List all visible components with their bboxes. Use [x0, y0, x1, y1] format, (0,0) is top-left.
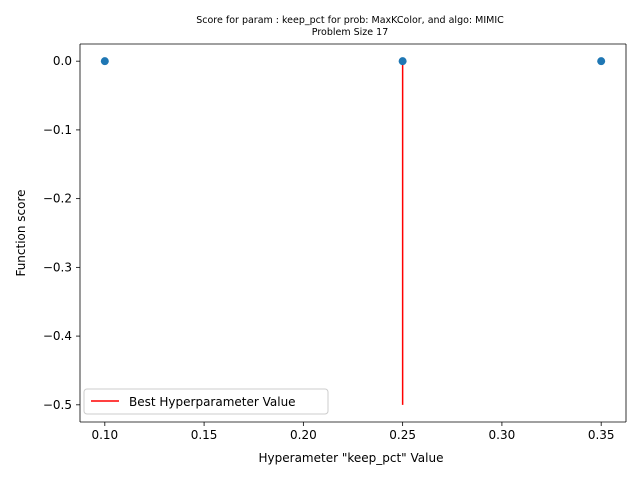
legend-box — [83, 388, 329, 415]
legend: Best Hyperparameter Value — [83, 388, 329, 415]
x-tick-label: 0.10 — [91, 428, 118, 442]
data-point — [398, 57, 407, 66]
x-tick-label: 0.20 — [290, 428, 317, 442]
x-tick-label: 0.30 — [489, 428, 516, 442]
plot-area — [80, 44, 626, 422]
plot-background — [80, 44, 626, 422]
y-tick-label: −0.5 — [43, 398, 72, 412]
chart-title: Score for param : keep_pct for prob: Max… — [196, 15, 504, 26]
x-tick-label: 0.25 — [389, 428, 416, 442]
y-tick-label: −0.4 — [43, 329, 72, 343]
data-point — [100, 57, 109, 66]
data-marks — [100, 57, 606, 405]
y-tick-label: 0.0 — [53, 54, 72, 68]
axes: 0.10 0.15 0.20 0.25 0.30 0.35 0.0 −0.1 −0.2 −0.3 −… — [43, 43, 627, 442]
legend-label-best-hyperparameter: Best Hyperparameter Value — [129, 395, 296, 409]
y-tick-label: −0.1 — [43, 123, 72, 137]
y-tick-label: −0.3 — [43, 260, 72, 274]
data-point — [597, 57, 606, 66]
chart-subtitle: Problem Size 17 — [312, 27, 388, 38]
y-tick-label: −0.2 — [43, 192, 72, 206]
x-axis-label: Hyperameter "keep_pct" Value — [259, 451, 444, 465]
x-tick-label: 0.15 — [191, 428, 218, 442]
x-tick-label: 0.35 — [588, 428, 615, 442]
y-axis-label: Function score — [14, 189, 28, 276]
